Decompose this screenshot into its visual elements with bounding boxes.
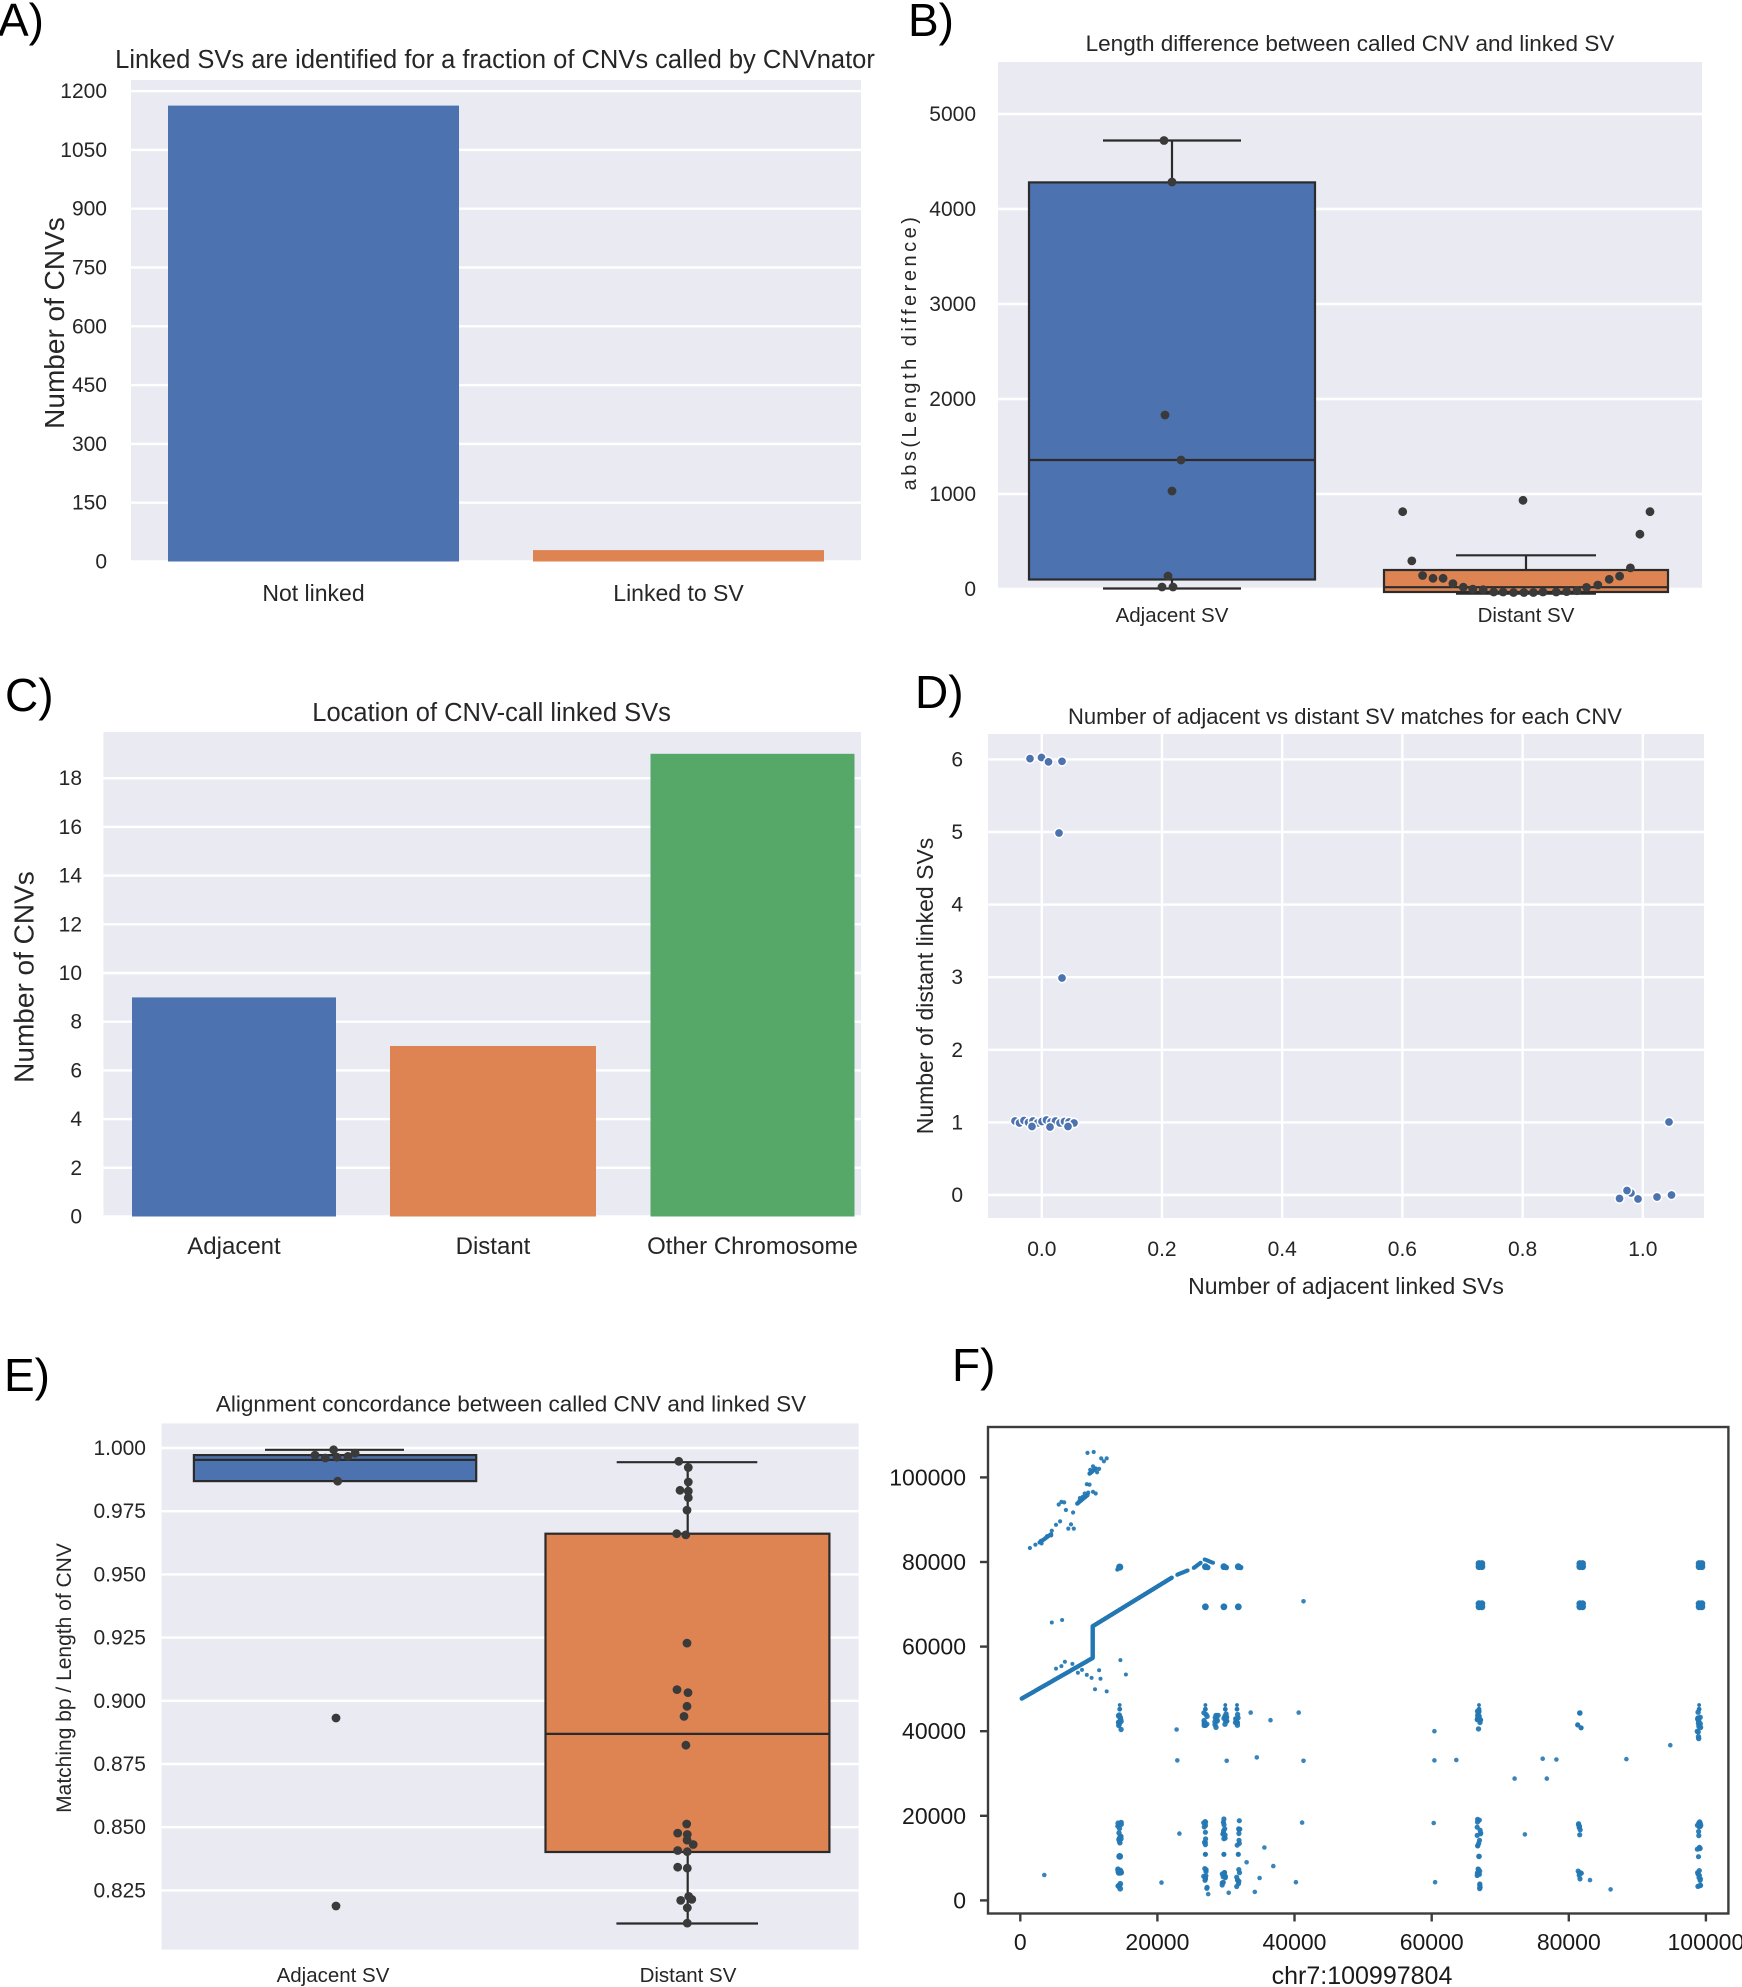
- svg-text:Not linked: Not linked: [262, 580, 364, 606]
- svg-text:D): D): [915, 666, 964, 718]
- svg-text:F): F): [952, 1339, 995, 1391]
- svg-text:4000: 4000: [929, 198, 976, 221]
- svg-text:chr7:100997804: chr7:100997804: [1272, 1962, 1453, 1987]
- svg-text:150: 150: [72, 492, 107, 515]
- svg-text:0: 0: [953, 1887, 966, 1913]
- svg-text:1000: 1000: [929, 483, 976, 506]
- svg-text:Adjacent: Adjacent: [187, 1233, 281, 1260]
- svg-text:0.975: 0.975: [93, 1500, 146, 1523]
- svg-text:Number of adjacent linked SVs: Number of adjacent linked SVs: [1188, 1273, 1504, 1299]
- svg-text:3: 3: [951, 966, 963, 989]
- svg-text:0.925: 0.925: [93, 1627, 146, 1650]
- svg-text:0: 0: [964, 578, 976, 601]
- svg-text:Location of CNV-call linked SV: Location of CNV-call linked SVs: [312, 699, 671, 727]
- svg-text:2: 2: [70, 1157, 82, 1180]
- svg-text:6: 6: [951, 748, 963, 771]
- svg-text:4: 4: [951, 894, 963, 917]
- svg-text:0.4: 0.4: [1268, 1238, 1298, 1261]
- svg-text:0.8: 0.8: [1508, 1238, 1537, 1261]
- svg-text:Distant SV: Distant SV: [640, 1964, 737, 1987]
- svg-text:14: 14: [59, 865, 83, 888]
- svg-text:0.6: 0.6: [1388, 1238, 1417, 1261]
- svg-text:0: 0: [951, 1184, 963, 1207]
- svg-text:0.825: 0.825: [93, 1879, 146, 1902]
- svg-text:60000: 60000: [902, 1634, 966, 1660]
- svg-text:abs(Length difference): abs(Length difference): [899, 214, 921, 491]
- svg-text:80000: 80000: [1537, 1929, 1601, 1955]
- svg-text:Number of CNVs: Number of CNVs: [9, 871, 40, 1083]
- svg-text:0.875: 0.875: [93, 1753, 146, 1776]
- svg-text:6: 6: [70, 1059, 82, 1082]
- svg-text:Distant: Distant: [456, 1233, 531, 1260]
- svg-text:Number of CNVs: Number of CNVs: [39, 217, 70, 429]
- svg-text:900: 900: [72, 198, 107, 221]
- svg-text:0.2: 0.2: [1147, 1238, 1176, 1261]
- svg-text:5: 5: [951, 821, 963, 844]
- svg-text:Linked SVs are identified for: Linked SVs are identified for a fraction…: [115, 46, 875, 74]
- svg-text:20000: 20000: [1125, 1929, 1189, 1955]
- svg-text:20000: 20000: [902, 1803, 966, 1829]
- svg-text:10: 10: [59, 962, 82, 985]
- svg-text:8: 8: [70, 1011, 82, 1034]
- svg-text:18: 18: [59, 767, 82, 790]
- svg-text:Length difference between call: Length difference between called CNV and…: [1086, 31, 1615, 56]
- svg-text:Number of distant linked SVs: Number of distant linked SVs: [912, 838, 938, 1135]
- svg-text:60000: 60000: [1400, 1929, 1464, 1955]
- svg-text:E): E): [4, 1349, 50, 1401]
- svg-text:A): A): [0, 0, 44, 46]
- svg-text:C): C): [5, 669, 54, 721]
- svg-text:1200: 1200: [60, 80, 107, 103]
- svg-text:0.0: 0.0: [1027, 1238, 1056, 1261]
- svg-text:Adjacent SV: Adjacent SV: [277, 1964, 390, 1987]
- svg-text:600: 600: [72, 315, 107, 338]
- svg-text:0.900: 0.900: [93, 1690, 146, 1713]
- svg-text:1050: 1050: [60, 139, 107, 162]
- svg-text:5000: 5000: [929, 103, 976, 126]
- svg-text:Adjacent SV: Adjacent SV: [1116, 604, 1229, 627]
- svg-text:Other Chromosome: Other Chromosome: [647, 1233, 858, 1260]
- svg-text:1.0: 1.0: [1628, 1238, 1657, 1261]
- svg-text:0: 0: [1014, 1929, 1027, 1955]
- svg-text:1.000: 1.000: [93, 1437, 146, 1460]
- svg-text:Linked to SV: Linked to SV: [613, 580, 744, 606]
- svg-text:300: 300: [72, 433, 107, 456]
- svg-text:Matching bp / Length of CNV: Matching bp / Length of CNV: [53, 1543, 76, 1813]
- svg-text:0: 0: [70, 1206, 82, 1229]
- svg-text:1: 1: [951, 1111, 963, 1134]
- svg-text:40000: 40000: [902, 1718, 966, 1744]
- svg-text:40000: 40000: [1263, 1929, 1327, 1955]
- svg-text:750: 750: [72, 257, 107, 280]
- svg-text:2000: 2000: [929, 388, 976, 411]
- svg-text:12: 12: [59, 913, 82, 936]
- svg-text:2: 2: [951, 1039, 963, 1062]
- svg-text:3000: 3000: [929, 293, 976, 316]
- svg-text:Distant SV: Distant SV: [1478, 604, 1575, 627]
- svg-text:4: 4: [70, 1108, 82, 1131]
- svg-text:100000: 100000: [1668, 1929, 1742, 1955]
- svg-text:0.850: 0.850: [93, 1816, 146, 1839]
- svg-text:450: 450: [72, 374, 107, 397]
- svg-text:0.950: 0.950: [93, 1563, 146, 1586]
- svg-text:100000: 100000: [889, 1464, 966, 1490]
- svg-text:Alignment concordance between: Alignment concordance between called CNV…: [216, 1392, 806, 1417]
- svg-text:Number of adjacent vs distant: Number of adjacent vs distant SV matches…: [1068, 704, 1622, 729]
- svg-text:80000: 80000: [902, 1549, 966, 1575]
- svg-text:B): B): [908, 0, 954, 46]
- svg-text:16: 16: [59, 816, 82, 839]
- svg-text:0: 0: [95, 551, 107, 574]
